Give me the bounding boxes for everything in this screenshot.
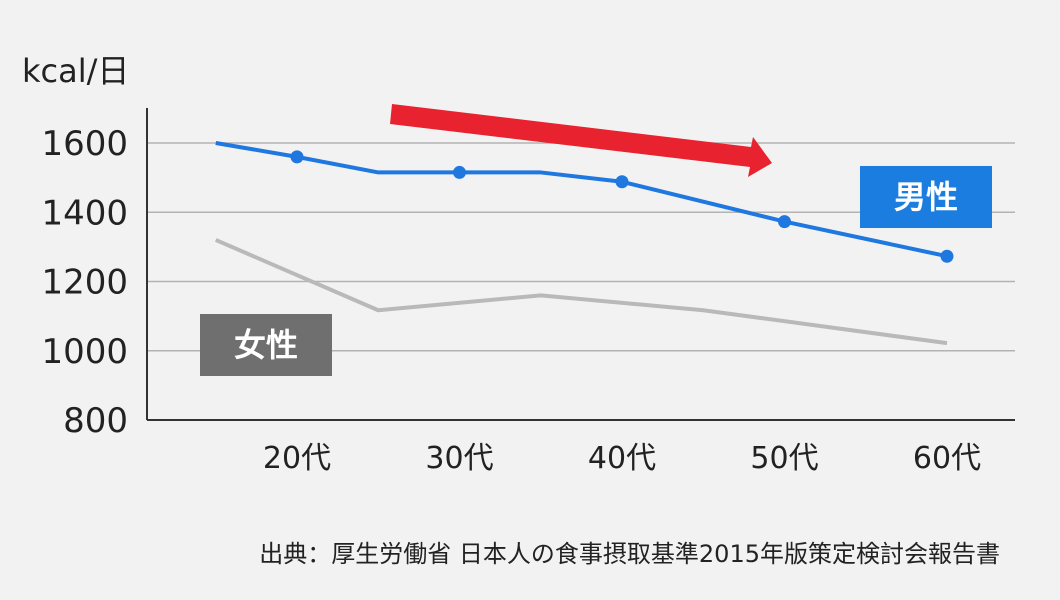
- series-line-female: [214, 238, 948, 346]
- y-tick-label: 800: [63, 401, 128, 441]
- x-tick-label: 30代: [425, 441, 493, 476]
- series-line-male: [215, 141, 948, 259]
- legend-label-female: 女性: [234, 326, 298, 364]
- y-tick-label: 1400: [41, 193, 128, 233]
- data-point-marker: [290, 150, 304, 164]
- legend-box-female: [200, 314, 332, 376]
- x-tick-label: 20代: [263, 441, 331, 476]
- y-tick-label: 1200: [41, 263, 128, 303]
- x-tick-label: 50代: [750, 441, 818, 476]
- legend-box-male: [860, 166, 992, 228]
- y-unit-label: kcal/日: [22, 52, 129, 90]
- data-point-marker: [778, 215, 791, 229]
- trend-arrow: [390, 104, 772, 177]
- source-note: 出典：厚生労働省 日本人の食事摂取基準2015年版策定検討会報告書: [259, 540, 1000, 568]
- data-point-marker: [453, 165, 466, 179]
- x-tick-label: 60代: [913, 441, 981, 476]
- y-tick-label: 1000: [41, 332, 128, 372]
- data-point-marker: [940, 249, 954, 263]
- data-point-marker: [615, 175, 629, 189]
- x-tick-label: 40代: [588, 441, 656, 476]
- legend-label-male: 男性: [894, 178, 958, 216]
- y-tick-label: 1600: [41, 124, 128, 164]
